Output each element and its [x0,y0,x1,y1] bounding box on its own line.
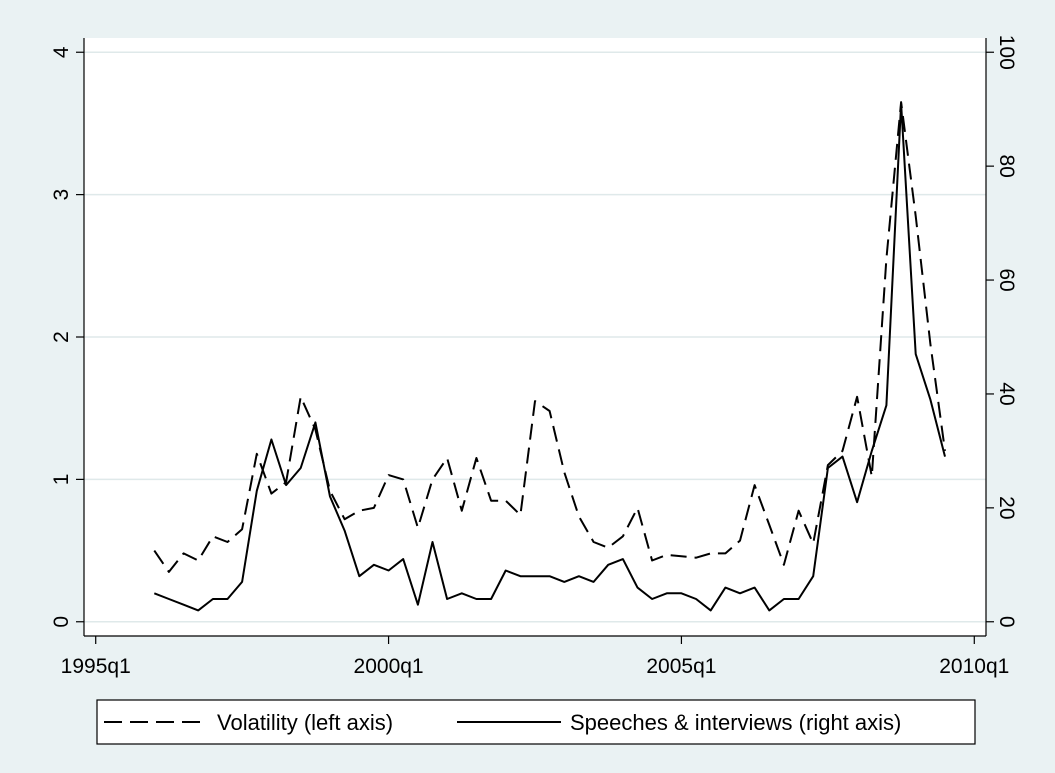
y-left-tick-label-0: 0 [50,616,73,628]
y-left-tick-label-1: 1 [50,474,73,486]
y-left-tick-label-3: 3 [50,189,73,201]
x-tick-label-2: 2005q1 [646,655,716,678]
x-tick-label-3: 2010q1 [939,655,1009,678]
series-line-speeches [153,102,946,612]
legend-label-volatility: Volatility (left axis) [217,710,393,735]
y-left-tick-label-2: 2 [50,331,73,343]
y-right-tick-label-0: 0 [995,616,1018,628]
x-tick-label-0: 1995q1 [61,655,131,678]
y-left-tick-label-4: 4 [50,46,73,58]
y-right-tick-label-1: 20 [995,496,1018,519]
y-right-tick-label-2: 40 [995,382,1018,405]
y-right-tick-label-4: 80 [995,154,1018,177]
y-right-tick-label-3: 60 [995,268,1018,291]
y-right-tick-label-5: 100 [995,35,1018,70]
gridlines [84,51,986,623]
legend: Volatility (left axis) Speeches & interv… [96,699,976,745]
series-layer [153,101,946,612]
x-tick-label-1: 2000q1 [354,655,424,678]
legend-label-speeches: Speeches & interviews (right axis) [570,710,901,735]
